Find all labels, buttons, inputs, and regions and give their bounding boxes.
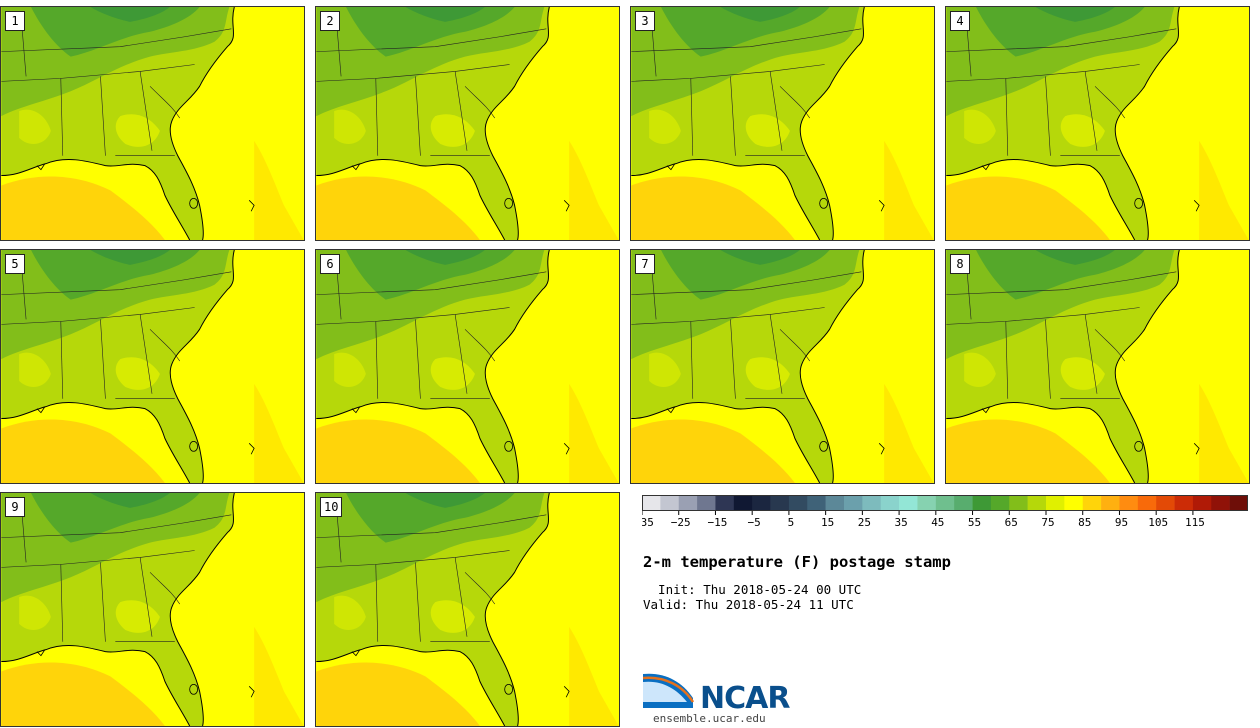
colorbar-swatch bbox=[1027, 495, 1047, 511]
colorbar-swatch bbox=[715, 495, 735, 511]
colorbar-swatch bbox=[1211, 495, 1230, 511]
colorbar-tick-label: −15 bbox=[708, 516, 728, 529]
colorbar-swatch bbox=[954, 495, 973, 511]
postage-stamp-map[interactable]: 9 bbox=[0, 492, 305, 727]
colorbar-swatch bbox=[825, 495, 845, 511]
colorbar-swatch bbox=[660, 495, 680, 511]
postage-stamp-map[interactable]: 10 bbox=[315, 492, 620, 727]
colorbar-swatch bbox=[770, 495, 790, 511]
colorbar-tick-label: 35 bbox=[894, 516, 907, 529]
member-number-label: 6 bbox=[320, 254, 340, 274]
valid-time-label: Valid: Thu 2018-05-24 11 UTC bbox=[643, 597, 854, 612]
colorbar-tick-label: −5 bbox=[748, 516, 761, 529]
colorbar-swatch bbox=[752, 495, 771, 511]
colorbar-swatch bbox=[1137, 495, 1157, 511]
colorbar-swatch bbox=[880, 495, 900, 511]
colorbar-tick-label: −35 bbox=[642, 516, 654, 529]
colorbar-swatch bbox=[807, 495, 826, 511]
colorbar-swatch bbox=[788, 495, 808, 511]
colorbar-swatch bbox=[678, 495, 698, 511]
colorbar-swatch bbox=[1064, 495, 1084, 511]
colorbar-border bbox=[642, 495, 1248, 511]
colorbar-swatch bbox=[733, 495, 753, 511]
colorbar-tick-label: −25 bbox=[671, 516, 691, 529]
colorbar-swatch bbox=[844, 495, 863, 511]
colorbar-swatch bbox=[642, 495, 661, 511]
colorbar-swatch bbox=[1119, 495, 1139, 511]
colorbar-tick-label: 15 bbox=[821, 516, 834, 529]
colorbar-swatch bbox=[1009, 495, 1028, 511]
colorbar-swatch bbox=[990, 495, 1010, 511]
colorbar-tick-label: 25 bbox=[858, 516, 871, 529]
colorbar-swatch bbox=[1101, 495, 1120, 511]
colorbar-swatch bbox=[1192, 495, 1212, 511]
ncar-logo-text: NCAR bbox=[700, 681, 790, 716]
colorbar-swatch bbox=[917, 495, 937, 511]
colorbar-swatch bbox=[935, 495, 955, 511]
colorbar-tick-label: 65 bbox=[1005, 516, 1018, 529]
member-number-label: 2 bbox=[320, 11, 340, 31]
member-number-label: 4 bbox=[950, 11, 970, 31]
colorbar-swatch bbox=[972, 495, 992, 511]
colorbar-swatch bbox=[697, 495, 716, 511]
colorbar-tick-label: 55 bbox=[968, 516, 981, 529]
colorbar-swatch bbox=[1156, 495, 1175, 511]
postage-stamp-map[interactable]: 6 bbox=[315, 249, 620, 484]
colorbar-tick-label: 105 bbox=[1148, 516, 1168, 529]
colorbar-swatch bbox=[1046, 495, 1065, 511]
postage-stamp-map[interactable]: 4 bbox=[945, 6, 1250, 241]
colorbar-tick-label: 5 bbox=[788, 516, 795, 529]
colorbar-swatch bbox=[862, 495, 882, 511]
member-number-label: 5 bbox=[5, 254, 25, 274]
colorbar-tick-label: 95 bbox=[1115, 516, 1128, 529]
member-number-label: 10 bbox=[320, 497, 343, 517]
member-number-label: 3 bbox=[635, 11, 655, 31]
init-time-label: Init: Thu 2018-05-24 00 UTC bbox=[643, 582, 862, 597]
colorbar-tick-label: 85 bbox=[1078, 516, 1091, 529]
ncar-logo-icon bbox=[643, 673, 695, 708]
colorbar-tick-labels: −35 −25 −15 −5 5 15 25 35 45 55 65 75 85 95 105 115 bbox=[642, 511, 1205, 529]
chart-title: 2-m temperature (F) postage stamp bbox=[643, 553, 951, 571]
postage-stamp-map[interactable]: 1 bbox=[0, 6, 305, 241]
colorbar-tick-label: 75 bbox=[1041, 516, 1054, 529]
member-number-label: 1 bbox=[5, 11, 25, 31]
colorbar-swatch bbox=[1229, 495, 1248, 511]
member-number-label: 9 bbox=[5, 497, 25, 517]
postage-stamp-map[interactable]: 7 bbox=[630, 249, 935, 484]
colorbar-swatch bbox=[899, 495, 918, 511]
temperature-colorbar bbox=[642, 495, 1248, 511]
member-number-label: 7 bbox=[635, 254, 655, 274]
postage-stamp-map[interactable]: 3 bbox=[630, 6, 935, 241]
ncar-url: ensemble.ucar.edu bbox=[653, 712, 766, 725]
colorbar-swatch bbox=[1082, 495, 1102, 511]
postage-stamp-map[interactable]: 8 bbox=[945, 249, 1250, 484]
postage-stamp-map[interactable]: 5 bbox=[0, 249, 305, 484]
colorbar-swatch bbox=[1174, 495, 1194, 511]
colorbar-tick-label: 115 bbox=[1185, 516, 1205, 529]
postage-stamp-map[interactable]: 2 bbox=[315, 6, 620, 241]
colorbar-tick-label: 45 bbox=[931, 516, 944, 529]
member-number-label: 8 bbox=[950, 254, 970, 274]
